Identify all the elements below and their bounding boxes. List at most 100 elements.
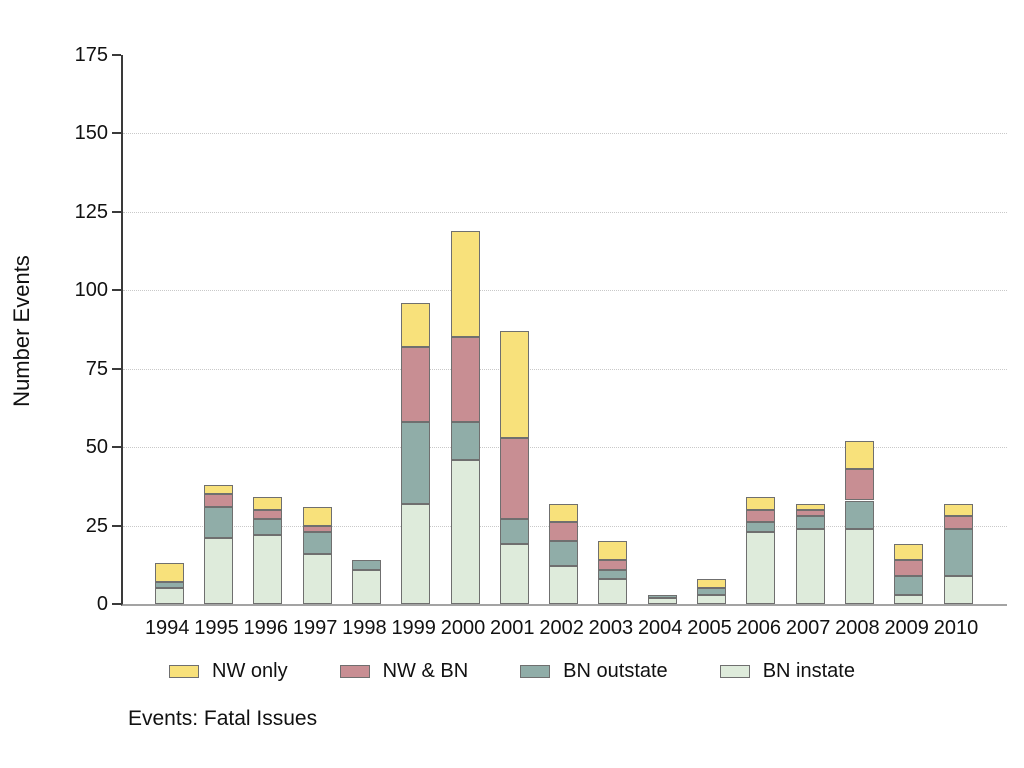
bar-segment [204,494,233,507]
bar-segment [894,594,924,604]
legend-swatch [169,665,200,678]
y-axis-tick [112,132,121,135]
x-tick-label: 2010 [933,617,979,639]
bar-segment [450,230,480,338]
bar-segment [549,522,579,542]
legend: NW only NW & BN BN outstate BN instate [0,660,1024,683]
bar-segment [154,563,184,583]
bar-segment [697,594,726,604]
bar-segment [401,302,431,347]
bar-segment [746,509,776,523]
gridline [123,368,1007,370]
y-tick-label: 75 [85,357,108,380]
bar-segment [499,544,529,604]
bar-segment [450,422,480,460]
bar-segment [697,578,726,589]
bar-segment [844,469,874,501]
bar-segment [499,519,529,545]
bar-segment [746,522,776,532]
gridline [123,447,1007,449]
y-axis-tick [112,210,121,213]
bar-segment [647,597,677,604]
legend-label: NW only [212,660,288,682]
x-tick-label: 1997 [292,617,338,639]
bar-segment [204,538,233,604]
bar-segment [401,346,431,423]
legend-label: NW & BN [382,660,469,682]
y-tick-label: 25 [85,514,108,537]
bar-segment [598,569,628,579]
bar-segment [943,575,973,604]
bar-segment [746,497,776,510]
y-axis-tick [112,289,121,292]
bar-segment [795,516,825,529]
x-tick-label: 1996 [243,617,289,639]
bar-segment [549,541,579,567]
y-tick-label: 150 [74,122,108,145]
bar-segment [795,503,825,510]
bar-segment [598,560,628,570]
bar-segment [302,531,332,554]
x-tick-label: 1995 [194,617,239,639]
bar-segment [598,541,628,561]
bar-segment [302,506,332,526]
x-tick-label: 2002 [539,617,584,639]
legend-item: NW only [169,660,288,683]
x-tick-label: 2008 [835,617,880,639]
bar-segment [351,569,381,604]
y-axis-tick [112,367,121,370]
bar-segment [943,528,973,576]
x-tick-label: 2003 [588,617,634,639]
x-tick-label: 2006 [736,617,782,639]
legend-label: BN outstate [563,660,668,682]
bar-segment [549,503,579,523]
legend-swatch [339,665,370,678]
y-tick-label: 50 [85,436,108,459]
chart-caption: Events: Fatal Issues [128,707,318,730]
bar-segment [351,560,381,570]
bar-segment [450,337,480,423]
bar-segment [844,500,874,529]
bar-segment [253,509,283,520]
bar-segment [204,484,233,495]
y-tick-label: 125 [74,200,108,223]
bar-segment [154,582,184,589]
y-axis-title: Number Events [9,255,34,407]
plot-area [121,55,1007,606]
gridline [123,133,1007,135]
bar-segment [894,560,924,576]
bar-segment [499,331,529,438]
bar-segment [154,588,184,604]
bar-segment [499,437,529,520]
bar-segment [746,531,776,604]
y-axis-tick [112,446,121,449]
x-tick-label: 2009 [884,617,929,639]
bar-segment [204,506,233,539]
bar-segment [598,578,628,604]
bar-segment [795,528,825,604]
bar-segment [943,503,973,517]
legend-item: NW & BN [339,660,469,683]
legend-item: BN instate [719,660,855,683]
bar-segment [647,594,677,598]
y-tick-label: 100 [74,279,108,302]
bar-segment [253,519,283,535]
x-tick-label: 1994 [144,617,190,639]
y-tick-label: 0 [96,593,108,615]
bar-segment [795,509,825,517]
bar-segment [302,553,332,604]
gridline [123,290,1007,292]
legend-label: BN instate [762,660,855,682]
gridline [123,211,1007,213]
bar-segment [253,534,283,604]
legend-swatch [520,665,551,678]
x-tick-label: 2004 [637,617,683,639]
bar-segment [549,566,579,604]
x-tick-label: 2005 [687,617,732,639]
bar-segment [697,588,726,595]
bar-segment [844,528,874,604]
bar-segment [450,459,480,604]
y-axis-tick [112,54,121,56]
bar-segment [302,525,332,532]
